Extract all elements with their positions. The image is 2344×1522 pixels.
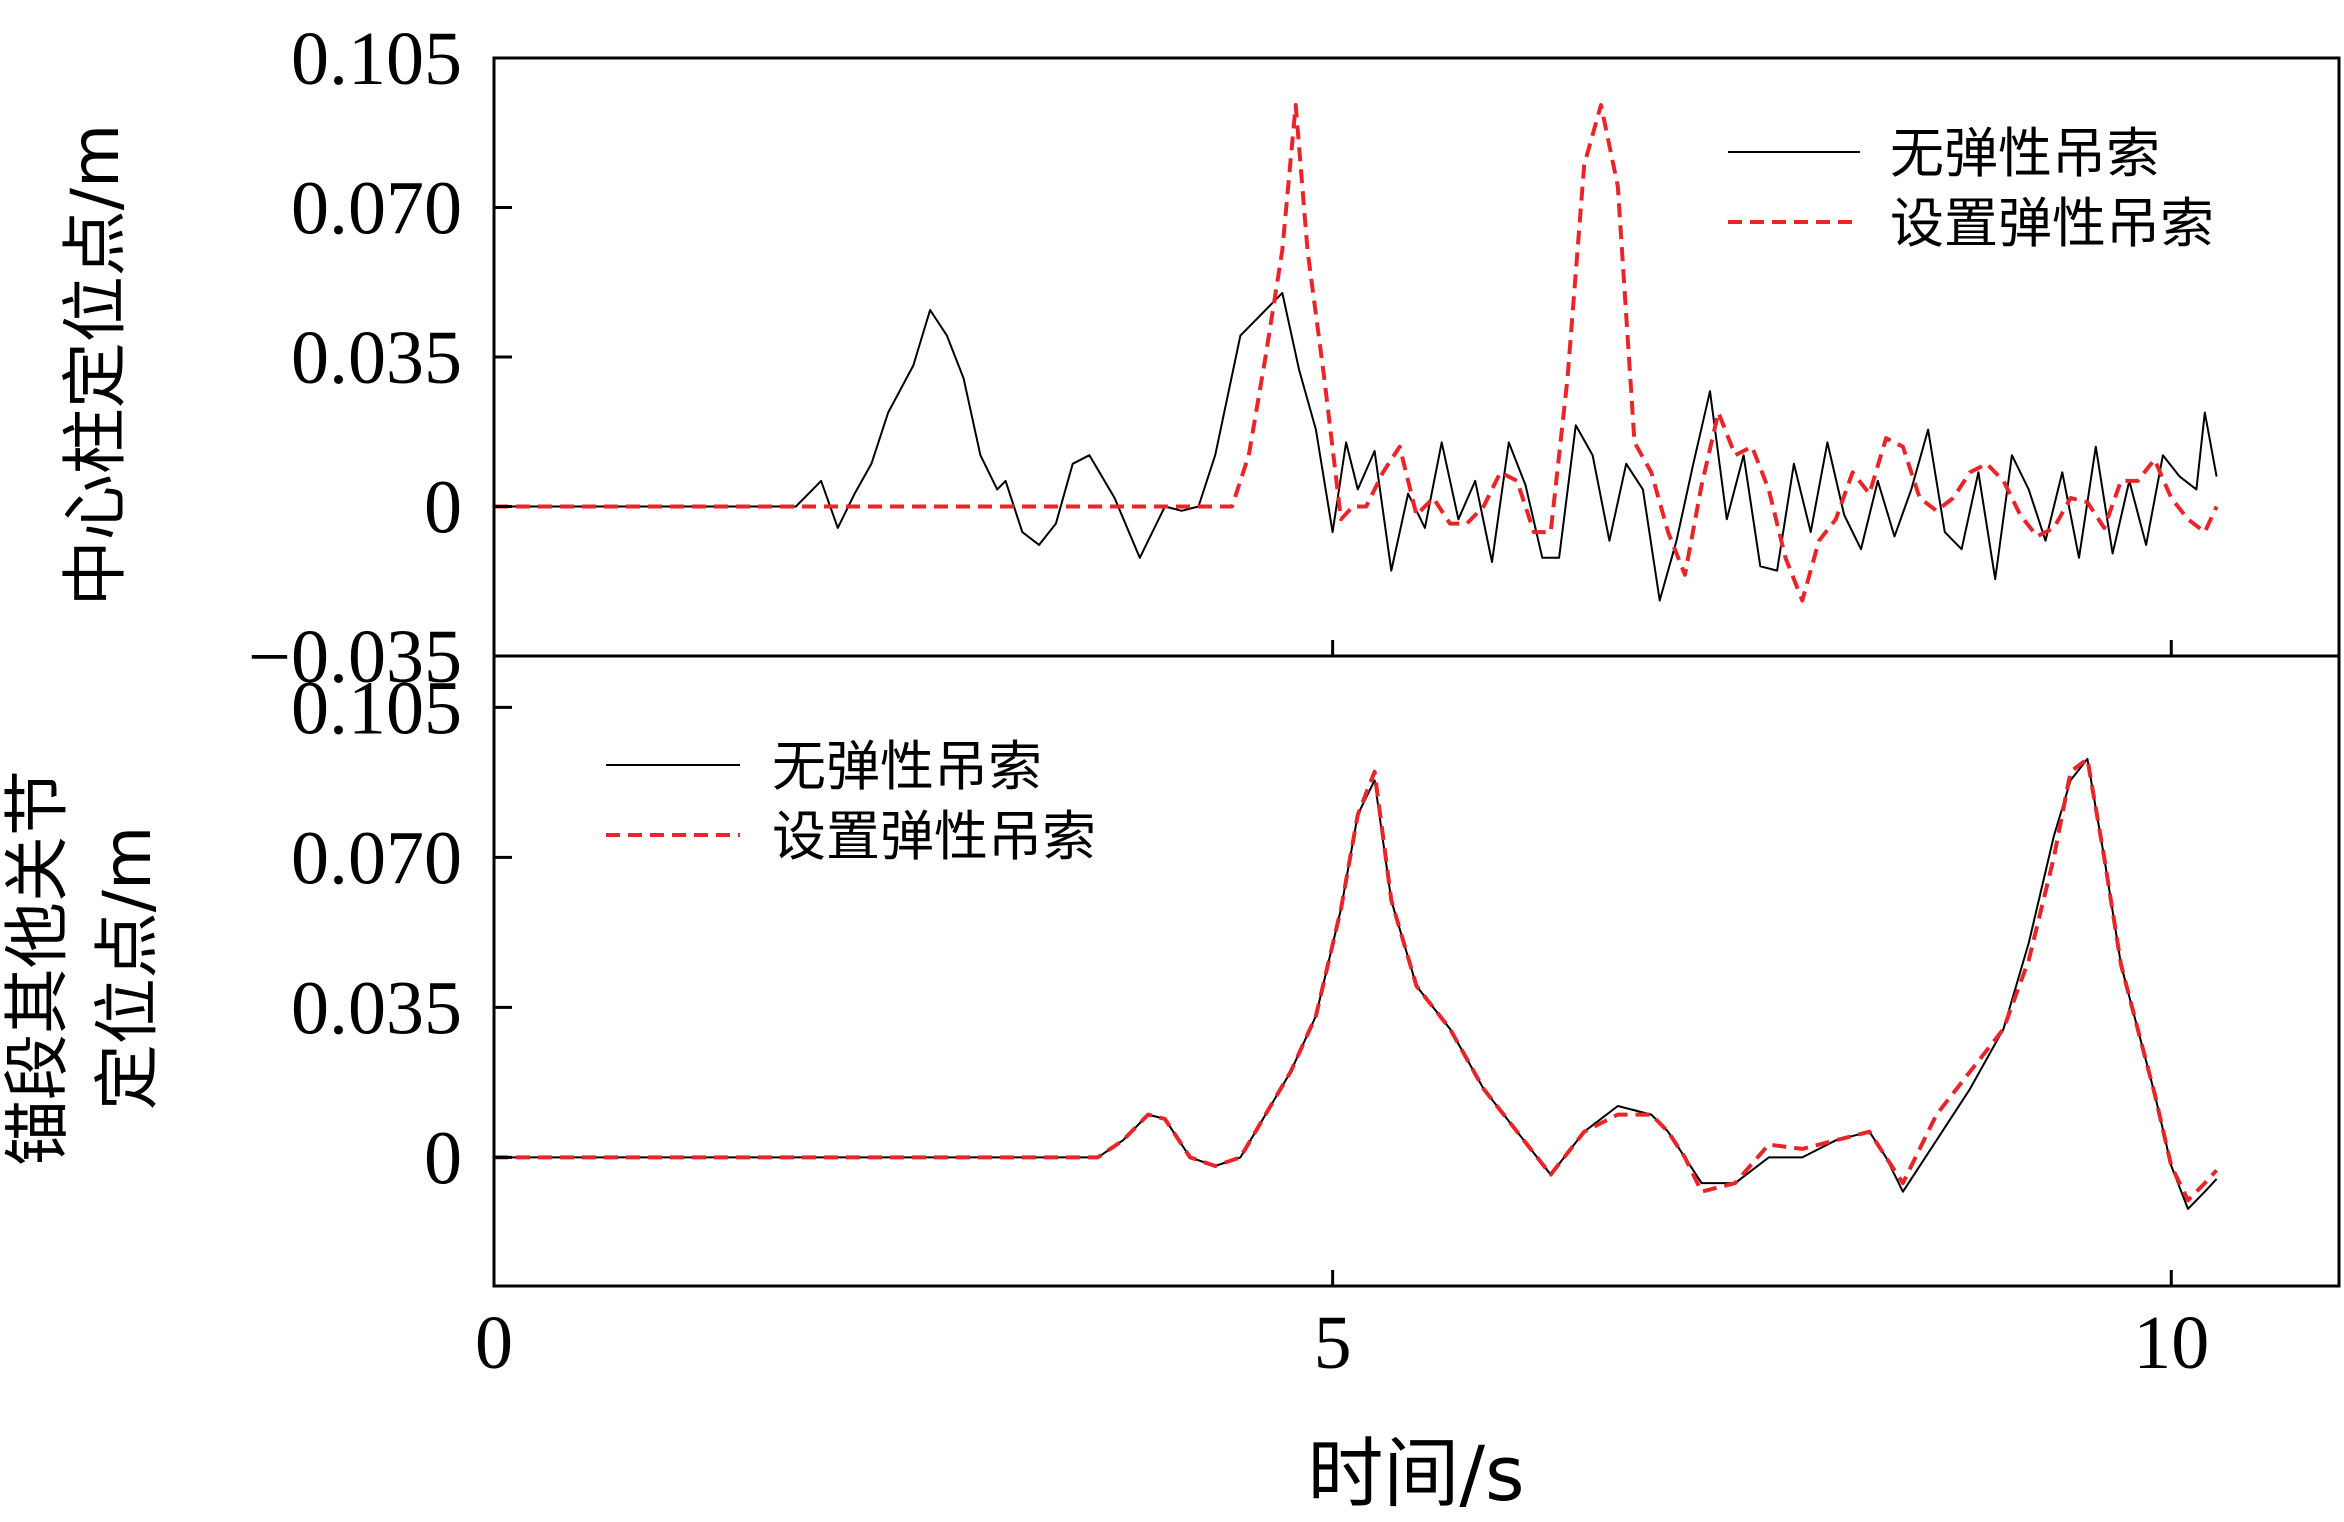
top-ytick-label-0: 0.105 [291,17,462,101]
bottom-panel-x-ticks: 0 5 10 [475,1270,2209,1385]
top-series-line-0 [494,291,2218,602]
top-panel-series [494,103,2219,603]
bottom-panel: 0.105 0.070 0.035 0 0 5 10 锚段其他关节 定位点/m 无弹性吊索… [0,654,2341,1518]
top-ytick-label-3: 0 [424,466,462,550]
bottom-xtick-label-0: 0 [475,1301,513,1385]
bottom-panel-ylabel-line2: 定位点/m [89,826,166,1111]
top-ytick-label-1: 0.070 [291,167,462,251]
x-axis-title: 时间/s [1307,1429,1524,1518]
top-panel: 0.105 0.070 0.035 0 −0.035 中心柱定位点/m 无弹性吊索 设置… [57,17,2341,699]
bottom-ytick-label-2: 0.035 [291,966,462,1050]
bottom-panel-frame [492,654,2341,1288]
top-legend-label-0: 无弹性吊索 [1890,122,2160,185]
bottom-ytick-label-0: 0.105 [291,666,462,750]
bottom-series-line-0 [494,757,2218,1210]
top-panel-y-ticks: 0.105 0.070 0.035 0 −0.035 [248,17,512,699]
bottom-panel-y-ticks: 0.105 0.070 0.035 0 [291,666,512,1200]
bottom-legend-label-0: 无弹性吊索 [772,735,1042,798]
top-ytick-label-4: −0.035 [248,615,462,699]
bottom-panel-series [494,756,2219,1210]
top-legend: 无弹性吊索 设置弹性吊索 [1728,122,2214,255]
bottom-series-line-1 [494,756,2219,1203]
bottom-ytick-label-3: 0 [424,1116,462,1200]
bottom-ytick-label-1: 0.070 [291,816,462,900]
bottom-legend: 无弹性吊索 设置弹性吊索 [606,735,1096,868]
bottom-panel-ylabel-line1: 锚段其他关节 [0,770,76,1166]
bottom-xtick-label-2: 10 [2133,1301,2209,1385]
top-legend-label-1: 设置弹性吊索 [1890,192,2214,255]
top-panel-ylabel: 中心柱定位点/m [57,124,134,607]
top-ytick-label-2: 0.035 [291,316,462,400]
bottom-xtick-label-1: 5 [1314,1301,1352,1385]
bottom-legend-label-1: 设置弹性吊索 [772,805,1096,868]
top-series-line-1 [494,103,2219,603]
top-panel-x-ticks [1331,640,2173,656]
